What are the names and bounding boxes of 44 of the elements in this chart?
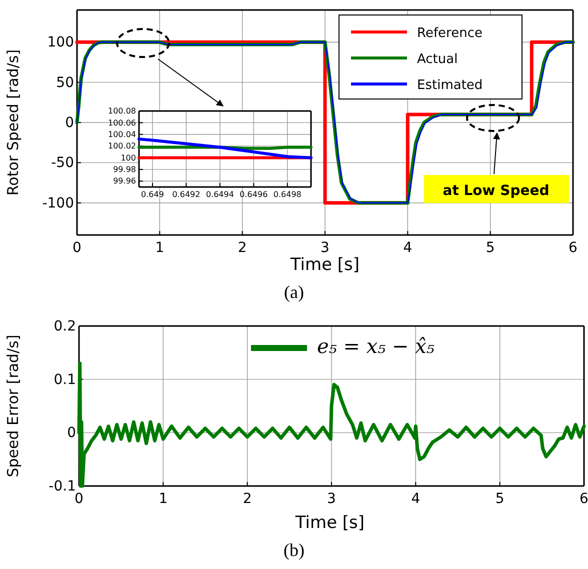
x-tick-label: 2	[238, 240, 247, 256]
x-tick-label: 0.6498	[273, 190, 302, 200]
x-tick-label: 3	[327, 491, 336, 507]
y-tick-label: 0	[67, 425, 76, 442]
x-tick-label: 2	[242, 491, 252, 507]
y-tick-label: 100.08	[108, 106, 136, 116]
y-tick-label: 0.1	[54, 372, 76, 388]
x-tick-label: 5	[486, 240, 495, 256]
x-tick-label: 0.6496	[240, 190, 268, 200]
x-tick-label: 0.649	[141, 190, 164, 200]
y-tick-label: 100	[120, 153, 136, 162]
y-tick-label: 100.02	[108, 142, 136, 151]
x-tick-label: 5	[495, 491, 504, 507]
x-tick-label: 1	[155, 240, 164, 256]
y-tick-label: -50	[51, 155, 74, 172]
x-axis-title: Time [s]	[289, 255, 360, 275]
y-tick-label: 100.04	[108, 130, 136, 139]
text: (b)	[284, 540, 304, 560]
y-tick-label: 0.2	[54, 318, 76, 334]
x-tick-label: 0.6492	[172, 190, 200, 200]
y-tick-label: -0.1	[48, 478, 76, 494]
y-tick-label: 0	[65, 114, 74, 131]
y-tick-label: 99.98	[113, 165, 136, 174]
x-tick-label: 6	[568, 240, 578, 256]
y-tick-label: 99.96	[113, 176, 136, 186]
x-tick-label: 4	[403, 240, 412, 256]
x-tick-label: 4	[411, 491, 420, 507]
legend-label: Estimated	[417, 78, 483, 93]
text: (a)	[284, 282, 304, 302]
x-tick-label: 3	[320, 240, 330, 256]
annotation: at Low Speed	[442, 183, 550, 199]
x-tick-label: 0.6494	[206, 190, 234, 200]
y-tick-label: 100	[47, 34, 74, 51]
x-tick-label: 1	[158, 491, 168, 507]
y-tick-label: 50	[56, 74, 74, 91]
x-axis-title: Time [s]	[294, 513, 365, 533]
y-axis-title: Speed Error [rad/s]	[4, 334, 22, 478]
legend-label: e₅ = x₅ − x̂₅	[317, 334, 434, 358]
x-tick-label: 6	[580, 491, 588, 507]
legend-label: Actual	[417, 52, 458, 67]
y-tick-label: -100	[42, 195, 74, 212]
y-tick-label: 100.06	[108, 118, 136, 128]
y-axis-title: Rotor Speed [rad/s]	[4, 49, 22, 196]
legend-label: Reference	[417, 26, 482, 41]
